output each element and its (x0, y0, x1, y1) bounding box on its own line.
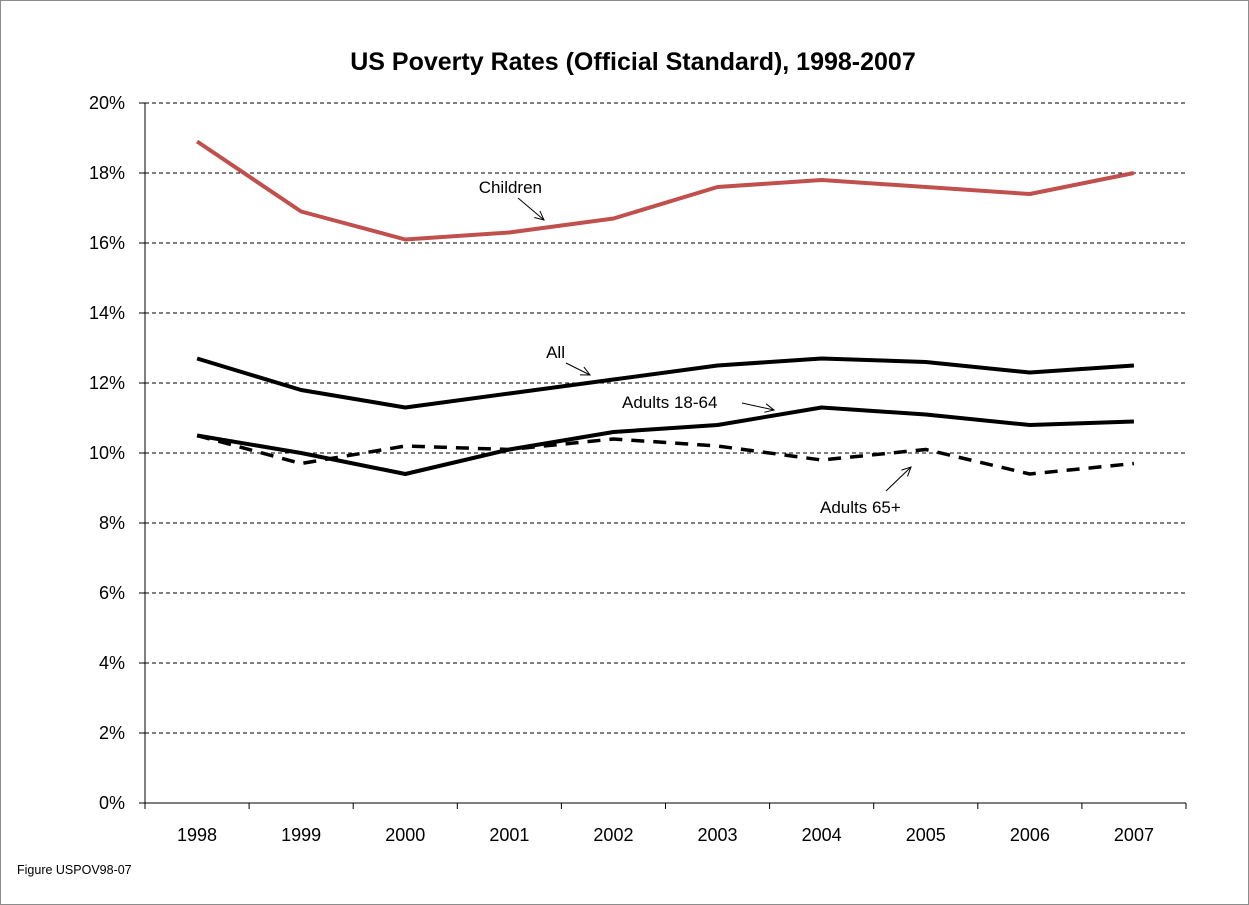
y-tick-labels: 0% 2% 4% 6% 8% 10% 12% 14% 16% 18% 20% (89, 93, 125, 813)
series-line-all (196, 356, 1135, 410)
y-tick-label: 0% (99, 793, 125, 813)
axes (139, 102, 1187, 809)
annotation-arrowhead-all (579, 366, 592, 376)
x-tick-label: 2001 (489, 825, 529, 845)
y-tick-label: 18% (89, 163, 125, 183)
y-tick-label: 2% (99, 723, 125, 743)
x-tick-label: 2004 (802, 825, 842, 845)
annotation-arrow-all (565, 362, 591, 376)
y-tick-label: 4% (99, 653, 125, 673)
series-annotations: Children All Adults 18-64 Adults 65+ (479, 178, 912, 517)
figure-label: Figure USPOV98-07 (17, 863, 132, 877)
y-tick-label: 6% (99, 583, 125, 603)
y-tick-label: 10% (89, 443, 125, 463)
x-tick-label: 2006 (1010, 825, 1050, 845)
x-tick-label: 2005 (906, 825, 946, 845)
annotation-label-all: All (546, 343, 565, 362)
chart-title: US Poverty Rates (Official Standard), 19… (350, 48, 916, 76)
annotation-arrow-adults-18-64 (741, 402, 775, 411)
series-line-adults-65 (196, 433, 1135, 476)
x-tick-label: 1999 (281, 825, 321, 845)
annotation-label-children: Children (479, 178, 542, 197)
series-line-children (195, 139, 1135, 242)
annotation-arrow-adults-65 (885, 466, 912, 492)
y-tick-label: 14% (89, 303, 125, 323)
x-tick-label: 2003 (698, 825, 738, 845)
x-tick-label: 2002 (593, 825, 633, 845)
y-tick-label: 16% (89, 233, 125, 253)
y-tick-label: 20% (89, 93, 125, 113)
series-line-adults-18-64 (196, 405, 1134, 476)
x-tick-label: 1998 (177, 825, 217, 845)
y-tick-label: 8% (99, 513, 125, 533)
annotation-arrowhead-children (534, 210, 545, 221)
annotation-arrow-children (517, 197, 545, 221)
annotation-arrowhead-adults-18-64 (764, 403, 776, 413)
series-lines (195, 139, 1135, 476)
y-tick-label: 12% (89, 373, 125, 393)
annotation-label-adults-18-64: Adults 18-64 (622, 393, 717, 412)
annotation-arrowhead-adults-65 (901, 466, 912, 477)
x-tick-label: 2007 (1114, 825, 1154, 845)
x-tick-label: 2000 (385, 825, 425, 845)
x-tick-labels: 1998 1999 2000 2001 2002 2003 2004 2005 2006 2007 (177, 825, 1154, 845)
annotation-label-adults-65: Adults 65+ (820, 498, 901, 517)
gridlines (145, 102, 1186, 734)
